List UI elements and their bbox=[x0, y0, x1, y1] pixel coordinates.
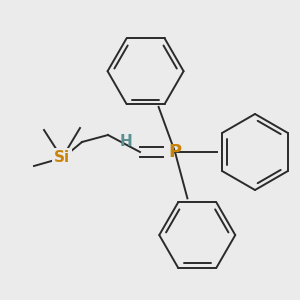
Text: P: P bbox=[168, 143, 182, 161]
Text: H: H bbox=[120, 134, 132, 149]
Text: Si: Si bbox=[54, 151, 70, 166]
